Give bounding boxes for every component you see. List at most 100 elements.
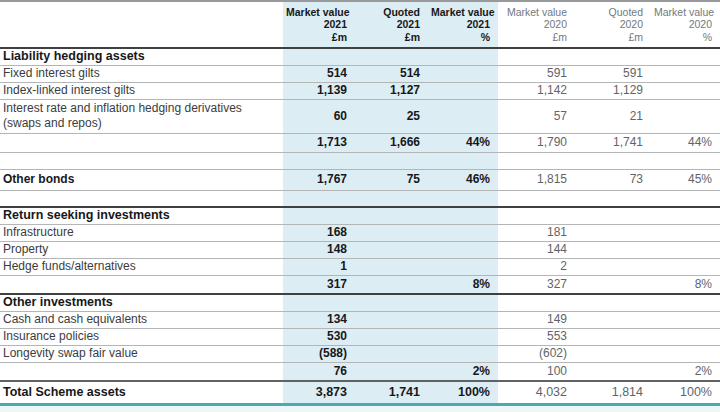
value-cell: 1,790 [498,133,575,152]
value-cell: 44% [651,133,720,152]
value-cell: 1,127 [355,82,428,99]
value-cell [651,152,720,169]
value-cell: 1,139 [283,82,355,99]
value-cell: 46% [428,169,498,190]
table-row: Index-linked interest gilts1,1391,127 1,1… [0,82,720,99]
spacer-row [0,190,720,207]
value-cell: 1,741 [575,133,651,152]
column-header-line: Quoted [383,6,420,18]
column-header: Market value2021% [428,2,498,48]
value-cell: 530 [283,328,355,345]
value-cell [355,152,428,169]
value-cell [283,190,355,207]
value-cell: 1,142 [498,82,575,99]
value-cell [428,328,498,345]
table-row: Property148144 [0,241,720,258]
column-header-line: Market value [507,6,567,18]
table-header-row: Market value2021£mQuoted2021£mMarket val… [0,2,720,48]
row-label: Index-linked interest gilts [0,82,283,99]
row-label [0,275,283,294]
row-label: Return seeking investments [0,207,283,224]
value-cell [575,224,651,241]
value-cell: 148 [283,241,355,258]
row-label: Liability hedging assets [0,48,283,65]
value-cell [355,311,428,328]
value-cell [575,345,651,362]
value-cell [283,48,355,65]
value-cell: 134 [283,311,355,328]
value-cell [575,48,651,65]
value-cell [355,328,428,345]
scheme-assets-table: Market value2021£mQuoted2021£mMarket val… [0,2,720,403]
value-cell: 327 [498,275,575,294]
value-cell [428,190,498,207]
value-cell [575,362,651,381]
row-label [0,190,283,207]
column-header-line: £m [628,31,643,43]
value-cell [651,190,720,207]
value-cell [428,65,498,82]
column-header-line: Quoted [609,6,643,18]
column-header: Quoted2020£m [575,2,651,48]
value-cell: 3,873 [283,381,355,403]
value-cell: 1,814 [575,381,651,403]
value-cell: 2% [428,362,498,381]
value-cell: 8% [651,275,720,294]
value-cell [651,328,720,345]
value-cell [575,207,651,224]
value-cell [355,362,428,381]
value-cell [575,294,651,311]
value-cell [355,345,428,362]
value-cell [651,241,720,258]
value-cell [428,294,498,311]
value-cell [498,294,575,311]
value-cell: 149 [498,311,575,328]
value-cell: 57 [498,99,575,133]
value-cell [355,224,428,241]
value-cell: 100% [651,381,720,403]
value-cell [651,99,720,133]
value-cell [355,190,428,207]
value-cell [355,207,428,224]
column-header-line: Market value [654,6,714,18]
value-cell [428,241,498,258]
value-cell [283,152,355,169]
value-cell: 100 [498,362,575,381]
row-label: Other bonds [0,169,283,190]
column-header-line: 2020 [620,18,643,30]
value-cell [428,258,498,275]
column-header-line: 2021 [397,18,420,30]
value-cell: 1,815 [498,169,575,190]
table-row: Infrastructure168181 [0,224,720,241]
row-label: Interest rate and inflation hedging deri… [0,99,283,133]
value-cell [575,328,651,345]
table-row: Cash and cash equivalents134149 [0,311,720,328]
value-cell [651,224,720,241]
section-row: Other investments [0,294,720,311]
value-cell: 168 [283,224,355,241]
value-cell [575,275,651,294]
row-label: Other investments [0,294,283,311]
value-cell [428,82,498,99]
table-row: 3178%3278% [0,275,720,294]
asset-table-sheet: Market value2021£mQuoted2021£mMarket val… [0,0,720,412]
value-cell: 1,713 [283,133,355,152]
column-header-line: % [481,31,490,43]
value-cell: 60 [283,99,355,133]
table-row: Interest rate and inflation hedging deri… [0,99,720,133]
row-label: Infrastructure [0,224,283,241]
value-cell [575,152,651,169]
value-cell: 100% [428,381,498,403]
value-cell [498,48,575,65]
section-row: Liability hedging assets [0,48,720,65]
value-cell: 591 [575,65,651,82]
value-cell: 514 [355,65,428,82]
row-label: Longevity swap fair value [0,345,283,362]
value-cell [428,48,498,65]
value-cell [651,48,720,65]
value-cell [651,65,720,82]
value-cell [651,82,720,99]
value-cell [498,207,575,224]
value-cell: 25 [355,99,428,133]
row-label-header [0,2,283,48]
